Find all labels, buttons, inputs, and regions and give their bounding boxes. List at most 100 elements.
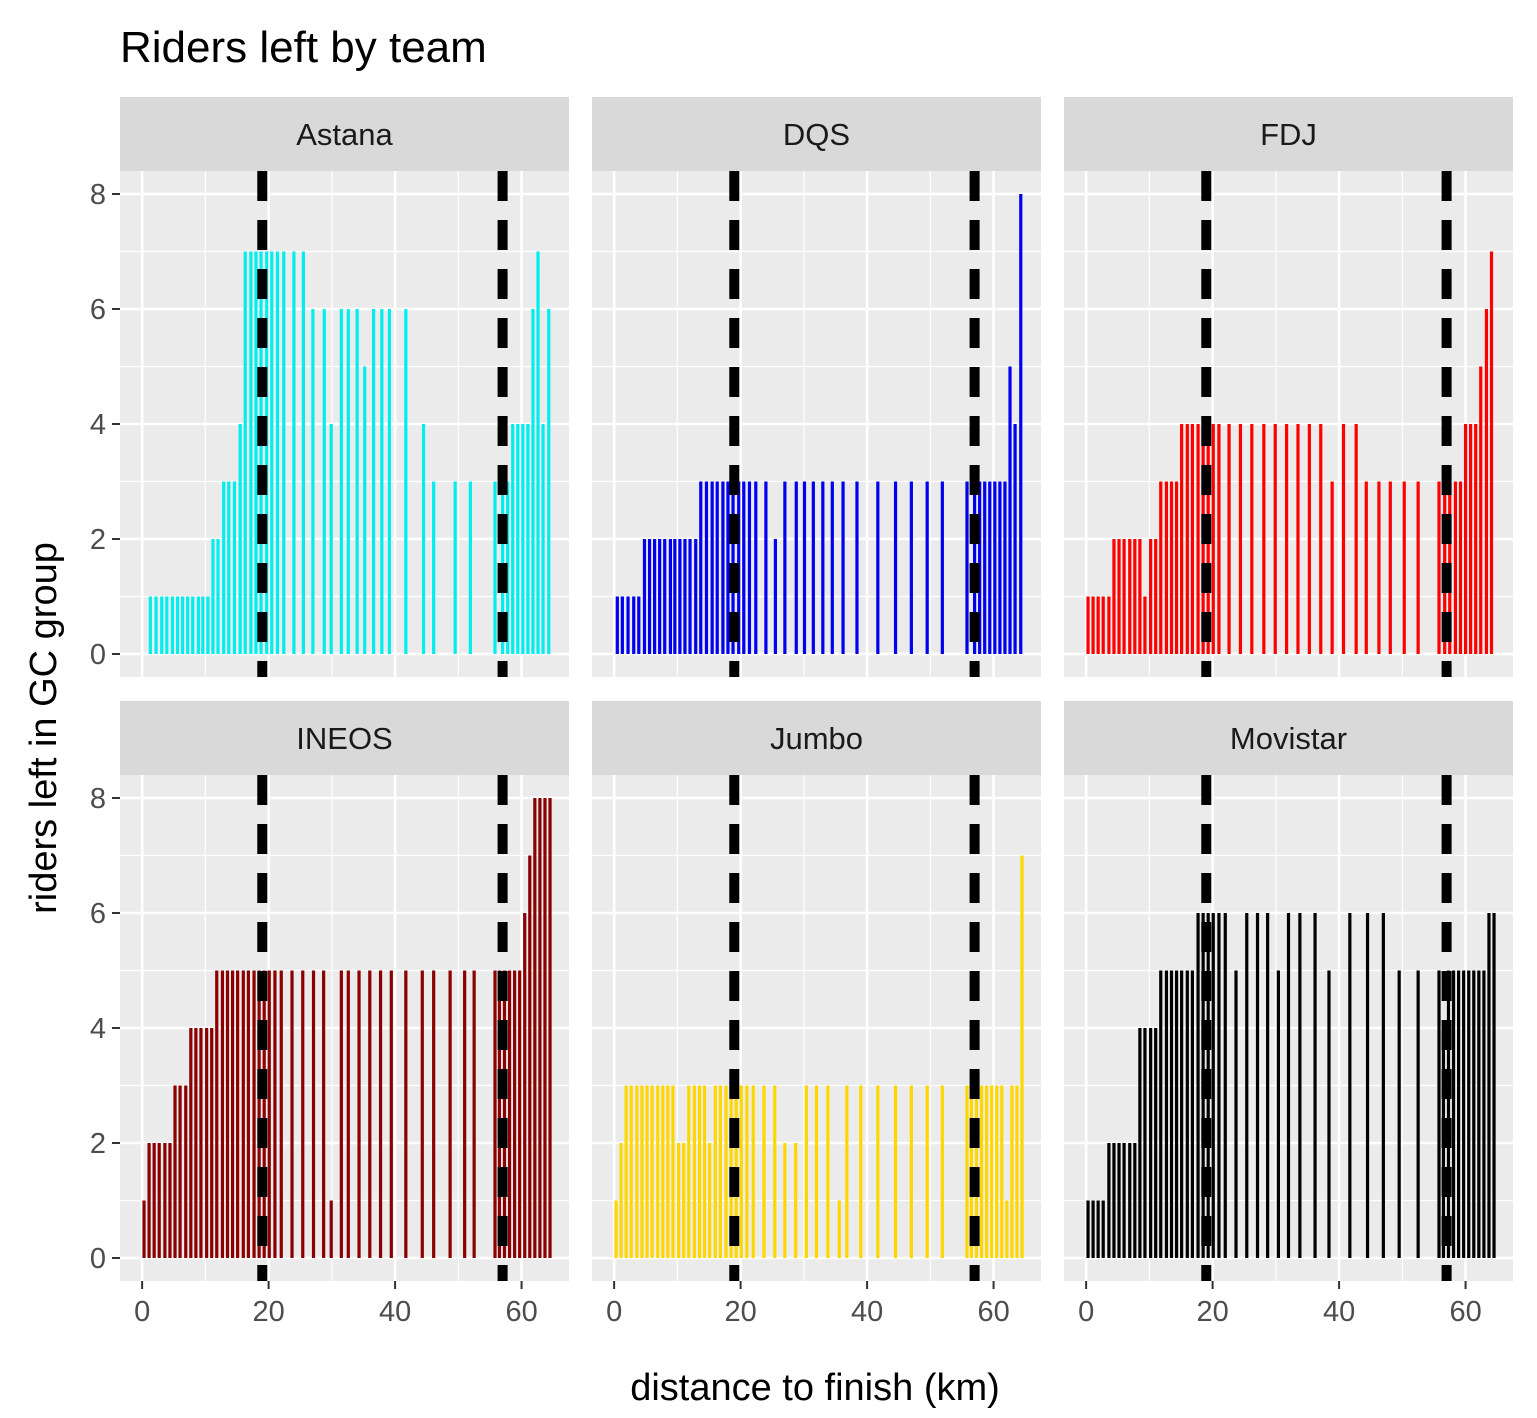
x-tick-label: 20 — [1196, 1296, 1228, 1328]
bar — [273, 970, 277, 1258]
bar — [292, 251, 296, 654]
bar — [993, 481, 997, 654]
bar — [1319, 424, 1323, 654]
bar — [626, 596, 630, 654]
bar — [762, 1085, 766, 1258]
bar — [1196, 424, 1200, 654]
bar — [543, 798, 547, 1258]
bar — [640, 1085, 644, 1258]
bar — [1453, 481, 1458, 654]
bar — [794, 1143, 798, 1258]
bar — [528, 855, 532, 1258]
bar — [1451, 970, 1456, 1258]
bar — [724, 1085, 728, 1258]
bar — [216, 539, 220, 654]
facet-label: INEOS — [296, 721, 392, 756]
bar — [232, 481, 237, 654]
bar — [148, 596, 152, 654]
bar — [210, 1028, 214, 1258]
bar — [301, 251, 305, 654]
bar — [1003, 481, 1007, 654]
bar — [432, 481, 436, 654]
x-tick-label: 40 — [379, 1296, 411, 1328]
x-tick-label: 0 — [134, 1296, 150, 1328]
bar — [1138, 1028, 1142, 1258]
bar — [211, 539, 215, 654]
bar — [1348, 913, 1352, 1258]
bar — [178, 1085, 182, 1258]
bar — [194, 1028, 198, 1258]
bar — [1107, 596, 1111, 654]
facet-strip — [592, 701, 1041, 775]
bar — [275, 251, 280, 654]
bar — [1354, 424, 1358, 654]
bar — [206, 596, 210, 654]
bar — [1020, 855, 1024, 1258]
bar — [677, 1143, 681, 1258]
bar — [1122, 539, 1126, 654]
facet-label: Movistar — [1230, 721, 1347, 756]
bar — [1019, 194, 1023, 654]
bar — [181, 596, 185, 654]
bar — [346, 309, 350, 654]
bar — [262, 970, 266, 1258]
bar — [147, 1143, 151, 1258]
bar — [1107, 1143, 1111, 1258]
bar — [697, 1085, 702, 1258]
bar — [1086, 1200, 1090, 1258]
bar — [965, 1085, 969, 1258]
y-tick-label: 2 — [90, 1128, 106, 1160]
bar — [988, 481, 992, 654]
bar — [1492, 913, 1496, 1258]
bar — [1467, 970, 1471, 1258]
y-tick-label: 8 — [90, 783, 106, 815]
bar — [663, 539, 667, 654]
bar — [254, 251, 258, 654]
bar — [1388, 481, 1392, 654]
bar — [653, 539, 657, 654]
bar — [154, 596, 158, 654]
bar — [259, 251, 263, 654]
bar — [547, 309, 551, 654]
bar — [1091, 596, 1095, 654]
bar — [754, 481, 758, 654]
bar — [845, 1085, 849, 1258]
bar — [650, 1085, 654, 1258]
bar — [257, 970, 261, 1258]
bar — [658, 539, 662, 654]
bar — [1255, 913, 1260, 1258]
bar — [267, 970, 271, 1258]
bar — [472, 970, 476, 1258]
bar — [170, 596, 175, 654]
bar — [699, 481, 703, 654]
bar — [243, 251, 247, 654]
bar — [404, 309, 408, 654]
bar — [1185, 424, 1189, 654]
bar — [673, 539, 677, 654]
bar — [637, 596, 641, 654]
bar — [702, 1085, 707, 1258]
facet-label: Astana — [296, 117, 393, 152]
bar — [329, 424, 333, 654]
bar — [1149, 539, 1153, 654]
x-tick-label: 20 — [252, 1296, 284, 1328]
bar — [227, 481, 231, 654]
bar — [764, 481, 768, 654]
bar — [998, 481, 1002, 654]
bar — [1008, 366, 1012, 654]
bar — [225, 970, 230, 1258]
bar — [632, 596, 636, 654]
bar — [1149, 1028, 1153, 1258]
bar — [513, 970, 517, 1258]
bar — [189, 1028, 193, 1258]
y-axis-title: riders left in GC group — [23, 542, 65, 914]
bar — [311, 309, 315, 654]
bar — [1487, 913, 1491, 1258]
bar — [270, 251, 274, 654]
bar — [1364, 481, 1368, 654]
bar — [642, 539, 647, 654]
bar — [821, 481, 825, 654]
y-tick-label: 0 — [90, 639, 106, 671]
bar — [363, 366, 367, 654]
